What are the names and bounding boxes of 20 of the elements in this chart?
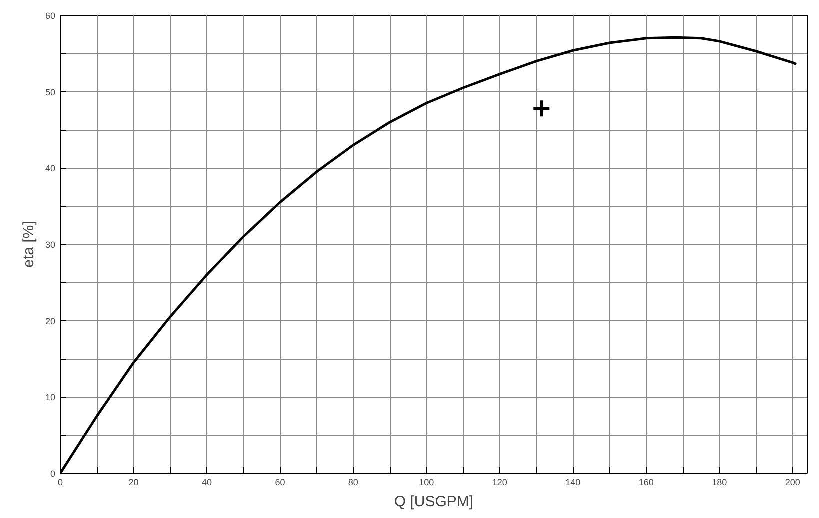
x-tick-label: 140 — [566, 478, 581, 488]
y-tick-label: 60 — [45, 11, 56, 21]
x-tick-label: 40 — [202, 478, 212, 488]
y-tick-label: 50 — [45, 87, 56, 98]
x-tick-label: 180 — [712, 478, 728, 488]
x-tick-label: 80 — [348, 478, 358, 488]
x-tick-label: 160 — [638, 478, 654, 488]
x-tick-label: 0 — [58, 478, 64, 488]
x-axis-title: Q [USGPM] — [394, 494, 474, 510]
y-tick-label: 20 — [45, 316, 56, 326]
x-tick-label: 120 — [492, 478, 508, 488]
y-tick-label: 30 — [45, 240, 56, 250]
y-tick-label: 0 — [50, 469, 56, 479]
x-tick-label: 20 — [128, 478, 139, 488]
y-axis-title: eta [%] — [20, 221, 38, 268]
x-tick-label: 60 — [275, 478, 286, 488]
x-tick-label: 200 — [785, 478, 800, 488]
x-tick-label: 100 — [419, 478, 434, 488]
y-tick-label: 10 — [45, 392, 56, 403]
y-tick-label: 40 — [45, 164, 56, 174]
